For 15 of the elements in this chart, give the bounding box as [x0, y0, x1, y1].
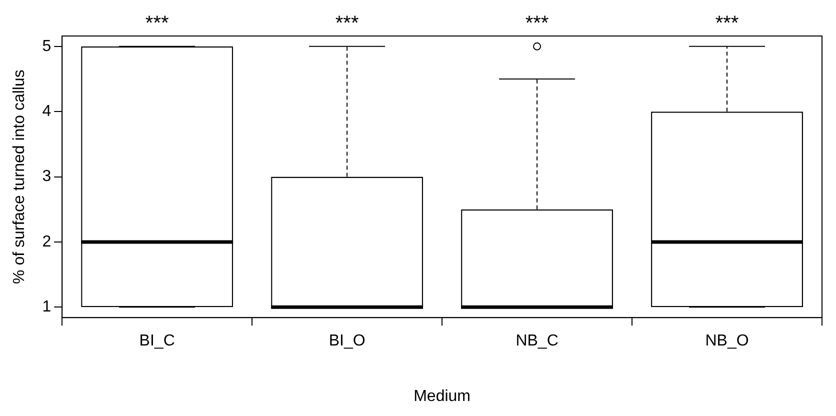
text: ***: [715, 12, 739, 35]
text: ***: [145, 12, 169, 35]
y-axis-title: % of surface turned into callus: [11, 70, 28, 284]
text: ***: [335, 12, 359, 35]
y-tick-label: 4: [42, 103, 52, 120]
y-tick-label: 5: [42, 38, 52, 55]
x-tick-label: BI_O: [328, 332, 366, 350]
x-axis-title: Medium: [414, 388, 470, 405]
x-tick-label: NB_C: [516, 332, 558, 350]
y-tick-label: 3: [42, 168, 52, 186]
x-tick-label: NB_O: [705, 332, 749, 350]
y-tick-label: 1: [42, 298, 52, 316]
y-tick-label: 2: [42, 233, 52, 250]
x-tick-label: BI_C: [139, 332, 175, 350]
text: ***: [525, 12, 549, 35]
